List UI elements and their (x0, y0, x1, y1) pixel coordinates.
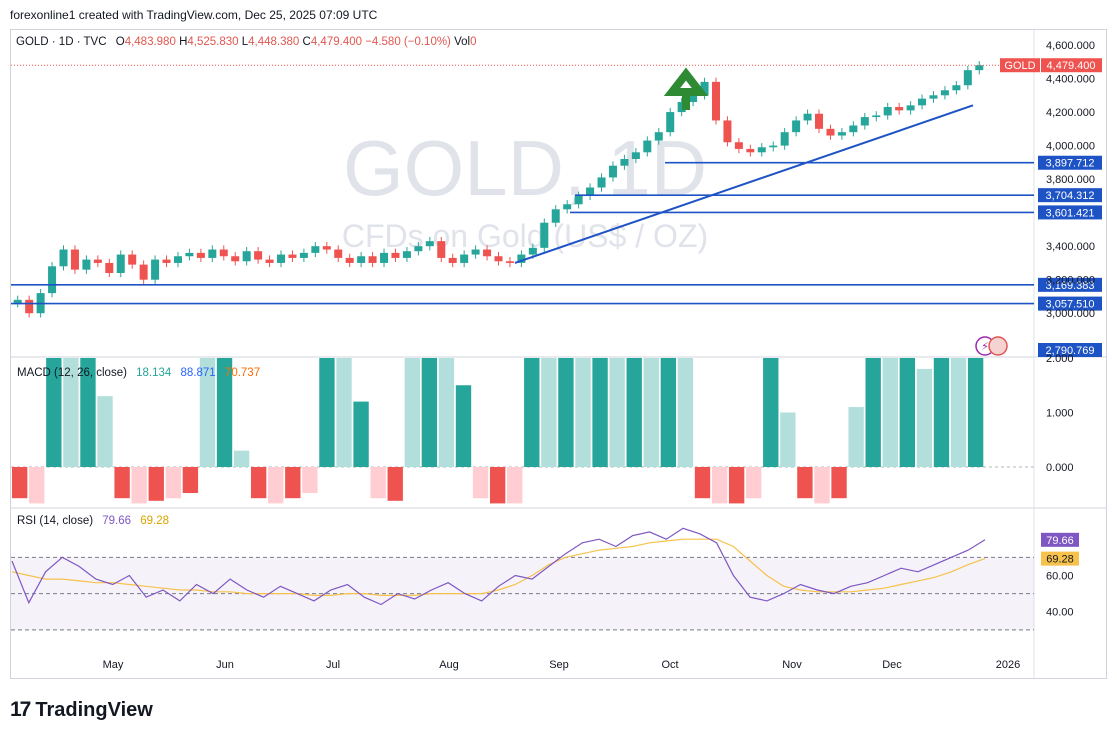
change-value: −4.580 (−0.10%) (365, 36, 451, 48)
vol-value: 0 (470, 36, 477, 48)
macd-name: MACD (12, 26, close) (17, 367, 127, 379)
high-value: 4,525.830 (187, 36, 239, 48)
open-value: 4,483.980 (124, 36, 176, 48)
chart-header: forexonline1 created with TradingView.co… (10, 8, 378, 22)
chart-frame (10, 29, 1107, 679)
macd-value-2: 88.871 (180, 367, 216, 379)
logo-text: TradingView (35, 698, 153, 721)
symbol-ohlc-bar: GOLD · 1D · TVC O4,483.980 H4,525.830 L4… (16, 36, 477, 48)
high-label: H (179, 36, 188, 48)
tradingview-logo[interactable]: 17 TradingView (10, 698, 153, 722)
symbol-name[interactable]: GOLD · 1D · TVC (16, 36, 107, 48)
rsi-value-2: 69.28 (140, 515, 170, 527)
macd-legend[interactable]: MACD (12, 26, close) 18.134 88.871 70.73… (17, 367, 260, 379)
macd-value-3: 70.737 (224, 367, 261, 379)
rsi-name: RSI (14, close) (17, 515, 94, 527)
vol-label: Vol (454, 36, 471, 48)
tradingview-mark-icon: 17 (10, 698, 31, 721)
close-value: 4,479.400 (310, 36, 363, 48)
low-label: L (241, 36, 249, 48)
macd-value-1: 18.134 (136, 367, 172, 379)
low-value: 4,448.380 (248, 36, 300, 48)
rsi-value-1: 79.66 (102, 515, 132, 527)
close-label: C (302, 36, 311, 48)
rsi-legend[interactable]: RSI (14, close) 79.66 69.28 (17, 515, 169, 527)
open-label: O (115, 36, 125, 48)
